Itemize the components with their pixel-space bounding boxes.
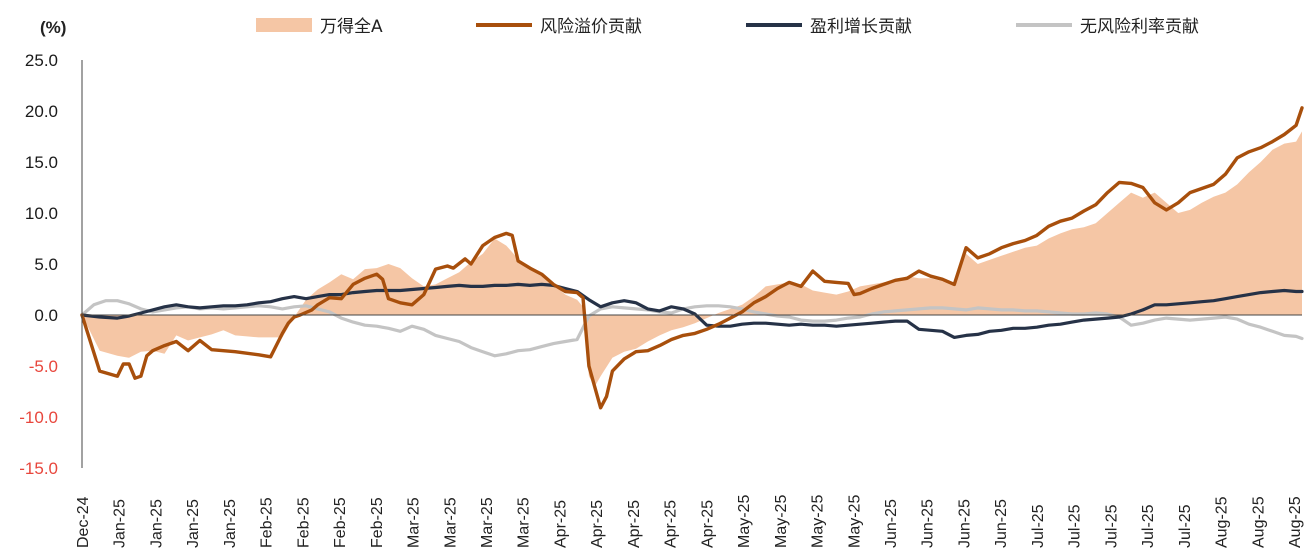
series-line-risk-free	[80, 299, 1304, 358]
legend-label-risk-free: 无风险利率贡献	[1080, 17, 1199, 37]
x-tick-label: Jan-25	[185, 499, 202, 548]
y-tick-label: -10.0	[19, 408, 58, 427]
x-tick-label: Jun-25	[993, 499, 1010, 548]
y-tick-label: 15.0	[25, 153, 58, 172]
x-tick-label: May-25	[773, 495, 790, 548]
x-tick-label: Apr-25	[699, 500, 716, 548]
x-tick-label: Mar-25	[516, 497, 533, 548]
x-tick-label: Aug-25	[1250, 496, 1267, 548]
y-tick-label: 25.0	[25, 51, 58, 70]
y-tick-label: 0.0	[34, 306, 58, 325]
legend: 万得全A 风险溢价贡献 盈利增长贡献 无风险利率贡献	[256, 17, 1199, 37]
x-tick-label: Jul-25	[1103, 504, 1120, 548]
x-tick-label: Jun-25	[883, 499, 900, 548]
x-tick-label: Aug-25	[1214, 496, 1231, 548]
y-tick-label: -5.0	[29, 357, 58, 376]
x-tick-label: Dec-24	[75, 496, 92, 548]
series-area-wind-a	[82, 131, 1302, 387]
x-tick-label: Apr-25	[589, 500, 606, 548]
x-tick-label: Feb-25	[369, 497, 386, 548]
x-tick-label: Jul-25	[1067, 504, 1084, 548]
x-tick-label: Apr-25	[626, 500, 643, 548]
legend-label-risk-premium: 风险溢价贡献	[540, 17, 642, 37]
x-tick-label: Jan-25	[148, 499, 165, 548]
x-tick-label: May-25	[846, 495, 863, 548]
y-axis-unit-label: (%)	[40, 18, 66, 37]
x-tick-label: Apr-25	[552, 500, 569, 548]
plot-area	[80, 106, 1304, 410]
x-tick-label: Mar-25	[442, 497, 459, 548]
x-tick-label: Jun-25	[956, 499, 973, 548]
x-tick-label: Jul-25	[1030, 504, 1047, 548]
x-tick-label: Jun-25	[920, 499, 937, 548]
y-axis-ticks: 25.0 20.0 15.0 10.0 5.0 0.0 -5.0 -10.0 -15.0	[19, 51, 58, 478]
x-tick-label: Feb-25	[259, 497, 276, 548]
y-tick-label: 5.0	[34, 255, 58, 274]
y-tick-label: 20.0	[25, 102, 58, 121]
x-tick-label: Jan-25	[222, 499, 239, 548]
x-tick-label: May-25	[736, 495, 753, 548]
x-tick-label: Jul-25	[1177, 504, 1194, 548]
x-axis-ticks: Dec-24 Jan-25 Jan-25 Jan-25 Jan-25 Feb-25 Feb-…	[75, 495, 1304, 548]
legend-swatch-wind-a	[256, 18, 312, 32]
legend-label-wind-a: 万得全A	[320, 17, 383, 37]
y-tick-label: -15.0	[19, 459, 58, 478]
axes	[81, 60, 1302, 468]
x-tick-label: Mar-25	[479, 497, 496, 548]
x-tick-label: Feb-25	[295, 497, 312, 548]
x-tick-label: Jul-25	[1140, 504, 1157, 548]
series-line-earnings	[80, 282, 1304, 339]
x-tick-label: Feb-25	[332, 497, 349, 548]
x-tick-label: Mar-25	[406, 497, 423, 548]
series-line-risk-premium	[80, 106, 1304, 410]
x-tick-label: May-25	[810, 495, 827, 548]
x-tick-label: Apr-25	[663, 500, 680, 548]
x-tick-label: Jan-25	[112, 499, 129, 548]
y-tick-label: 10.0	[25, 204, 58, 223]
legend-label-earnings: 盈利增长贡献	[810, 17, 912, 37]
x-tick-label: Aug-25	[1287, 496, 1304, 548]
